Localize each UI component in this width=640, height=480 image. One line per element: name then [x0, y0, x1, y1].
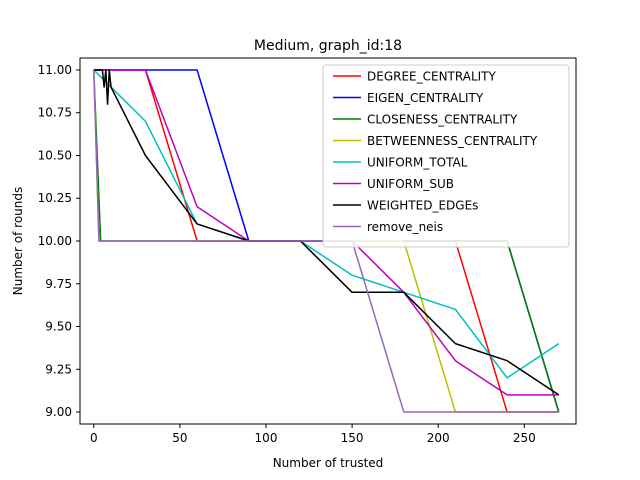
y-tick-label: 10.00	[38, 234, 72, 248]
x-tick-label: 0	[90, 431, 98, 445]
y-tick-label: 9.25	[45, 362, 72, 376]
legend-label: DEGREE_CENTRALITY	[367, 70, 497, 84]
y-axis-label: Number of rounds	[11, 187, 25, 296]
x-tick-label: 100	[255, 431, 278, 445]
y-tick-label: 9.00	[45, 405, 72, 419]
axes-frame	[79, 57, 577, 425]
y-axis: 9.00 9.25 9.50 9.75 10.00 10.25 10.50 10.75 11.0…	[38, 63, 80, 419]
chart-title: Medium, graph_id:18	[254, 38, 402, 54]
legend-label: BETWEENNESS_CENTRALITY	[367, 134, 538, 148]
x-tick-label: 50	[172, 431, 187, 445]
legend-label: UNIFORM_TOTAL	[367, 156, 468, 170]
legend-label: remove_neis	[367, 220, 443, 234]
legend: DEGREE_CENTRALITY EIGEN_CENTRALITY CLOSENE…	[322, 64, 570, 248]
series-line-remove-neis	[93, 69, 559, 413]
x-tick-label: 150	[341, 431, 364, 445]
legend-label: EIGEN_CENTRALITY	[367, 91, 484, 105]
x-axis: 0 50 100 150 200 250	[90, 424, 536, 445]
x-tick-label: 250	[513, 431, 536, 445]
y-tick-label: 9.50	[45, 320, 72, 334]
legend-label: WEIGHTED_EDGEs	[367, 199, 478, 213]
series-line-weighted-edges	[93, 69, 560, 396]
legend-label: UNIFORM_SUB	[367, 177, 454, 191]
legend-label: CLOSENESS_CENTRALITY	[367, 113, 518, 127]
y-tick-label: 10.50	[38, 148, 72, 162]
x-tick-label: 200	[427, 431, 450, 445]
y-tick-label: 11.00	[38, 63, 72, 77]
x-axis-label: Number of trusted	[273, 456, 384, 470]
y-tick-label: 10.25	[38, 191, 72, 205]
y-tick-label: 10.75	[38, 106, 72, 120]
legend-box	[322, 64, 570, 248]
y-tick-label: 9.75	[45, 277, 72, 291]
